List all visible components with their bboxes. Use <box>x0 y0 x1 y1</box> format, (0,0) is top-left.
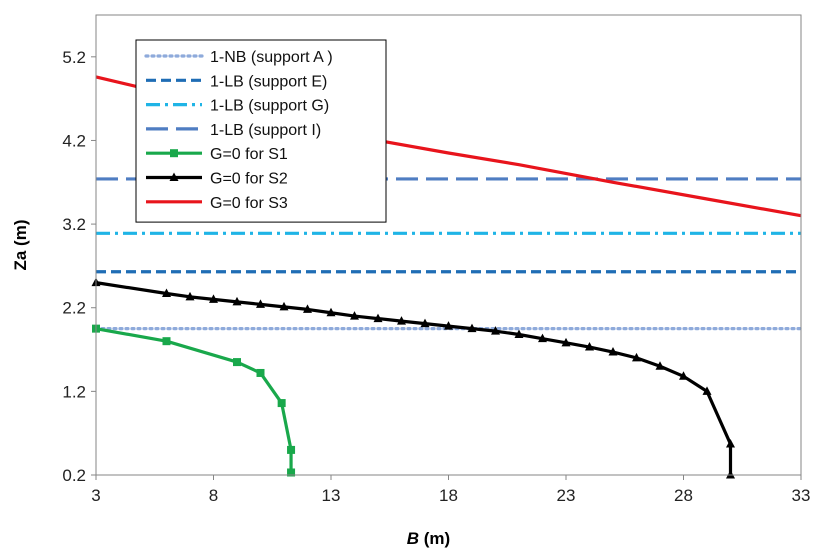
data-point <box>232 296 242 306</box>
x-axis-title-unit: (m) <box>419 529 450 548</box>
legend-marker <box>169 172 179 181</box>
x-tick-label: 33 <box>792 486 811 505</box>
data-point <box>608 347 618 356</box>
data-point <box>303 304 312 313</box>
legend-entry-5: G=0 for S1 <box>146 146 288 163</box>
data-point <box>444 321 453 330</box>
data-point <box>561 337 571 347</box>
x-axis-title: B (m) <box>407 529 450 548</box>
legend-entry-6: G=0 for S2 <box>146 171 288 188</box>
legend-entry-4: 1-LB (support I) <box>146 122 321 139</box>
x-axis-title-variable: B <box>407 529 419 548</box>
data-point <box>373 313 383 323</box>
x-tick-label: 3 <box>91 486 100 505</box>
data-point <box>420 318 430 328</box>
data-point <box>514 329 524 338</box>
data-point <box>538 333 547 343</box>
series-6 <box>91 277 735 479</box>
data-point <box>397 316 406 325</box>
legend-label: G=0 for S3 <box>210 195 288 212</box>
legend-label: 1-LB (support G) <box>210 98 329 115</box>
data-point <box>287 445 296 454</box>
y-tick-label: 3.2 <box>62 215 86 234</box>
data-point <box>726 470 735 479</box>
data-point <box>702 386 712 395</box>
legend-entry-1: 1-NB (support A ) <box>144 49 333 66</box>
legend-label: G=0 for S2 <box>210 171 288 188</box>
data-point <box>162 337 171 346</box>
legend-label: 1-NB (support A ) <box>210 49 333 66</box>
data-point <box>467 323 477 333</box>
data-point <box>585 342 594 351</box>
x-tick-label: 23 <box>557 486 576 505</box>
data-point <box>277 399 286 408</box>
data-point <box>233 358 241 367</box>
data-point <box>350 311 359 320</box>
legend-label: G=0 for S1 <box>210 146 288 163</box>
data-point <box>256 299 265 308</box>
legend-marker <box>170 149 178 158</box>
data-point <box>679 371 688 380</box>
data-point <box>162 288 171 298</box>
data-point <box>279 301 289 311</box>
data-point <box>632 352 641 362</box>
x-tick-label: 8 <box>209 486 218 505</box>
legend-entry-3: 1-LB (support G) <box>146 98 329 115</box>
data-point <box>326 307 336 317</box>
y-tick-label: 0.2 <box>62 466 86 485</box>
legend-entry-2: 1-LB (support E) <box>146 73 327 90</box>
y-axis-title: Za (m) <box>11 220 30 271</box>
legend-label: 1-LB (support E) <box>210 73 327 90</box>
data-point <box>655 361 665 370</box>
y-tick-label: 1.2 <box>62 382 86 401</box>
data-point <box>256 368 265 377</box>
x-tick-label: 28 <box>674 486 693 505</box>
data-point <box>209 294 218 303</box>
y-tick-label: 2.2 <box>62 299 86 318</box>
legend-label: 1-LB (support I) <box>210 122 321 139</box>
data-point <box>185 291 195 301</box>
legend-entry-7: G=0 for S3 <box>146 195 288 212</box>
data-point <box>726 439 735 448</box>
data-point <box>491 326 500 335</box>
y-tick-label: 5.2 <box>62 48 86 67</box>
y-tick-label: 4.2 <box>62 131 86 150</box>
x-tick-label: 18 <box>439 486 458 505</box>
legend-box <box>135 39 387 223</box>
x-tick-label: 13 <box>322 486 341 505</box>
data-point <box>287 468 296 477</box>
